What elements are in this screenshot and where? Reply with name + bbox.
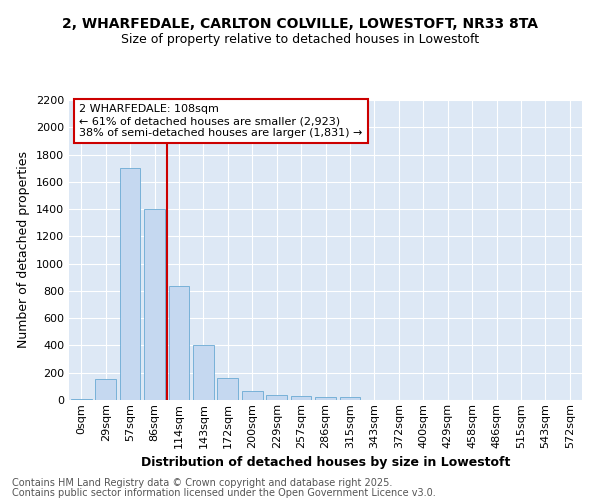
Bar	[193, 345, 214, 400]
Bar	[242, 391, 263, 400]
Text: Contains public sector information licensed under the Open Government Licence v3: Contains public sector information licen…	[12, 488, 436, 498]
Bar	[217, 378, 238, 400]
Text: 2 WHARFEDALE: 108sqm
← 61% of detached houses are smaller (2,923)
38% of semi-de: 2 WHARFEDALE: 108sqm ← 61% of detached h…	[79, 104, 362, 138]
Text: Size of property relative to detached houses in Lowestoft: Size of property relative to detached ho…	[121, 32, 479, 46]
X-axis label: Distribution of detached houses by size in Lowestoft: Distribution of detached houses by size …	[141, 456, 510, 469]
Y-axis label: Number of detached properties: Number of detached properties	[17, 152, 31, 348]
Bar	[144, 209, 165, 400]
Bar	[169, 286, 190, 400]
Bar	[119, 168, 140, 400]
Bar	[340, 398, 361, 400]
Text: Contains HM Land Registry data © Crown copyright and database right 2025.: Contains HM Land Registry data © Crown c…	[12, 478, 392, 488]
Bar	[95, 379, 116, 400]
Text: 2, WHARFEDALE, CARLTON COLVILLE, LOWESTOFT, NR33 8TA: 2, WHARFEDALE, CARLTON COLVILLE, LOWESTO…	[62, 18, 538, 32]
Bar	[315, 396, 336, 400]
Bar	[266, 394, 287, 400]
Bar	[71, 398, 92, 400]
Bar	[290, 396, 311, 400]
